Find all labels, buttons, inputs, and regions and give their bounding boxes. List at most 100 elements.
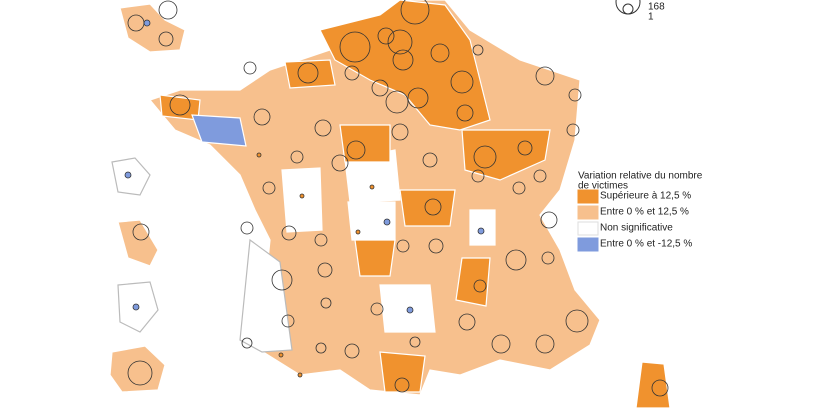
region-high: [379, 351, 426, 393]
region-ns: [239, 238, 293, 353]
victim-circle: [297, 62, 319, 84]
victim-circle: [317, 262, 333, 278]
victim-circle: [407, 87, 429, 109]
legend-swatch: [577, 189, 599, 204]
region-high: [399, 189, 456, 227]
victim-circle: [371, 79, 389, 97]
victim-circle: [339, 31, 371, 63]
victim-circle: [331, 154, 349, 172]
region-high: [354, 239, 396, 277]
size-label: 1: [648, 12, 654, 23]
region-high: [284, 59, 336, 89]
victim-circle: [568, 88, 582, 102]
victim-circle: [281, 225, 297, 241]
victim-circle: [344, 343, 360, 359]
victim-circle: [472, 44, 484, 56]
small-circle: [132, 303, 140, 311]
victim-circle: [512, 181, 526, 195]
legend-swatch: [577, 237, 599, 252]
legend-swatch: [577, 205, 599, 220]
victim-circle: [132, 223, 150, 241]
region-ns: [281, 167, 323, 233]
victim-circle: [281, 314, 295, 328]
legend-label: Entre 0 % et -12,5 %: [600, 239, 692, 250]
victim-circle: [533, 169, 547, 183]
region-high: [339, 124, 391, 163]
victim-circle: [422, 152, 438, 168]
victim-circle: [473, 145, 497, 169]
region-low: [191, 114, 247, 147]
small-circle: [477, 227, 485, 235]
victim-circle: [458, 313, 476, 331]
victim-circle: [430, 43, 450, 63]
victim-circle: [541, 251, 555, 265]
victim-circle: [505, 249, 527, 271]
region-high: [319, 0, 491, 131]
victim-circle: [253, 108, 271, 126]
small-circle: [383, 218, 391, 226]
legend-label: Non significative: [600, 223, 673, 234]
small-circle: [299, 193, 305, 199]
victim-circle: [392, 49, 414, 71]
victim-circle: [290, 150, 304, 164]
victim-circle: [400, 0, 430, 25]
victim-circle: [377, 27, 395, 45]
size-circle: [615, 0, 641, 15]
victim-circle: [491, 334, 511, 354]
victim-circle: [450, 70, 474, 94]
victim-circle: [315, 342, 327, 354]
size-label: 168: [648, 2, 665, 13]
victim-circle: [424, 198, 442, 216]
legend-label: Entre 0 % et 12,5 %: [600, 207, 689, 218]
small-circle: [278, 352, 284, 358]
territory: [109, 0, 671, 408]
circles: [124, 0, 669, 397]
victim-circle: [346, 140, 366, 160]
victim-circle: [396, 239, 410, 253]
small-circle: [297, 372, 303, 378]
small-circle: [256, 152, 262, 158]
victim-circle: [394, 377, 410, 393]
victim-circle: [262, 181, 276, 195]
victim-circle: [391, 123, 409, 141]
victim-circle: [651, 379, 669, 397]
region-high: [461, 129, 551, 181]
victim-circle: [535, 66, 555, 86]
victim-circle: [314, 119, 332, 137]
legend-title: de victimes: [578, 181, 628, 192]
small-circle: [124, 171, 132, 179]
victim-circle: [535, 334, 555, 354]
size-circle: [622, 3, 634, 15]
small-circle: [406, 306, 414, 314]
region-ns: [469, 209, 496, 246]
victim-circle: [456, 104, 474, 122]
victim-circle: [540, 211, 558, 229]
victim-circle: [271, 269, 293, 291]
victim-circle: [385, 90, 409, 114]
martinique-b: [117, 219, 159, 267]
victim-circle: [565, 309, 589, 333]
victim-circle: [241, 337, 253, 349]
small-circle: [143, 19, 151, 27]
victim-circle: [240, 221, 254, 235]
victim-circle: [473, 279, 487, 293]
guadeloupe: [119, 3, 186, 53]
victim-circle: [370, 302, 384, 316]
victim-circle: [127, 360, 153, 386]
victim-circle: [320, 297, 332, 309]
victim-circle: [314, 233, 328, 247]
region-high: [455, 257, 491, 307]
victim-circle: [471, 169, 485, 183]
victim-circle: [566, 123, 580, 137]
victim-circle: [428, 238, 444, 254]
victim-circle: [243, 61, 257, 75]
victim-circle: [517, 140, 533, 156]
corsica: [635, 361, 671, 408]
size-legend: [615, 0, 641, 15]
legend-label: Supérieure à 12,5 %: [600, 191, 691, 202]
victim-circle: [344, 65, 360, 81]
victim-circle: [409, 336, 421, 348]
victim-circle: [158, 31, 174, 47]
